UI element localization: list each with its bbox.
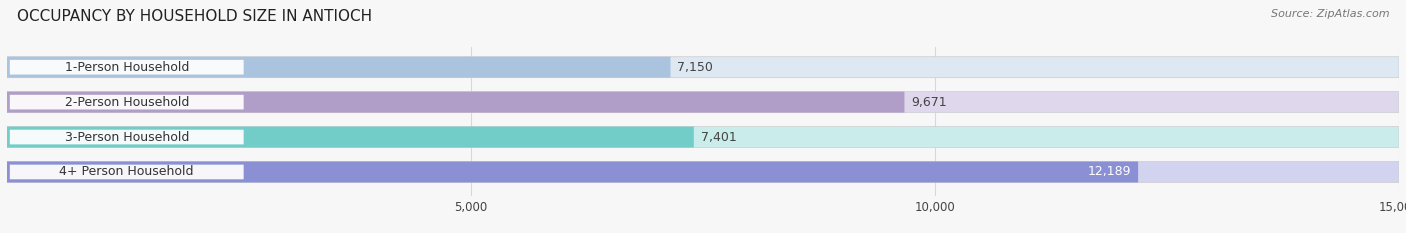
FancyBboxPatch shape bbox=[10, 60, 243, 75]
Text: 7,401: 7,401 bbox=[700, 130, 737, 144]
Text: 2-Person Household: 2-Person Household bbox=[65, 96, 188, 109]
FancyBboxPatch shape bbox=[7, 161, 1137, 182]
FancyBboxPatch shape bbox=[7, 127, 693, 147]
FancyBboxPatch shape bbox=[7, 92, 1399, 113]
FancyBboxPatch shape bbox=[7, 92, 904, 113]
Text: 4+ Person Household: 4+ Person Household bbox=[59, 165, 194, 178]
FancyBboxPatch shape bbox=[7, 57, 1399, 78]
Text: 3-Person Household: 3-Person Household bbox=[65, 130, 188, 144]
Text: OCCUPANCY BY HOUSEHOLD SIZE IN ANTIOCH: OCCUPANCY BY HOUSEHOLD SIZE IN ANTIOCH bbox=[17, 9, 373, 24]
FancyBboxPatch shape bbox=[7, 127, 1399, 147]
Text: Source: ZipAtlas.com: Source: ZipAtlas.com bbox=[1271, 9, 1389, 19]
FancyBboxPatch shape bbox=[7, 161, 1399, 182]
FancyBboxPatch shape bbox=[10, 130, 243, 144]
FancyBboxPatch shape bbox=[10, 165, 243, 179]
Text: 12,189: 12,189 bbox=[1088, 165, 1132, 178]
Text: 1-Person Household: 1-Person Household bbox=[65, 61, 188, 74]
Text: 9,671: 9,671 bbox=[911, 96, 948, 109]
FancyBboxPatch shape bbox=[10, 95, 243, 110]
Text: 7,150: 7,150 bbox=[678, 61, 713, 74]
FancyBboxPatch shape bbox=[7, 57, 671, 78]
